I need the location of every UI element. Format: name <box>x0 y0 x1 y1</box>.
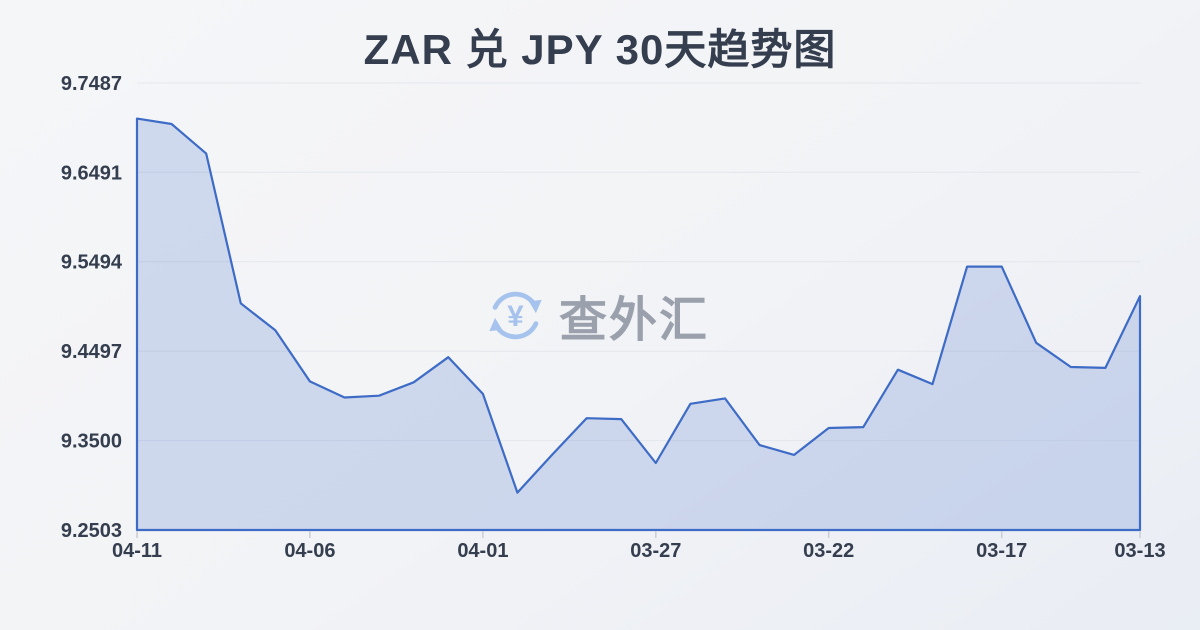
x-axis-label: 03-13 <box>1114 540 1165 562</box>
chart-title: ZAR 兑 JPY 30天趋势图 <box>363 26 837 73</box>
y-axis-label: 9.4497 <box>61 341 122 363</box>
x-axis-label: 04-06 <box>284 540 335 562</box>
x-axis-label: 04-01 <box>457 540 508 562</box>
y-axis-label: 9.6491 <box>61 162 122 184</box>
x-axis-label: 03-27 <box>630 540 681 562</box>
y-axis-label: 9.3500 <box>61 431 122 453</box>
y-axis-label: 9.2503 <box>61 520 122 542</box>
area-series <box>135 117 1142 532</box>
y-axis-label: 9.7487 <box>61 73 122 95</box>
x-axis-label: 04-11 <box>112 540 162 562</box>
x-axis-label: 03-22 <box>803 540 854 562</box>
x-axis-label: 03-17 <box>976 540 1027 562</box>
y-axis-label: 9.5494 <box>61 252 123 274</box>
